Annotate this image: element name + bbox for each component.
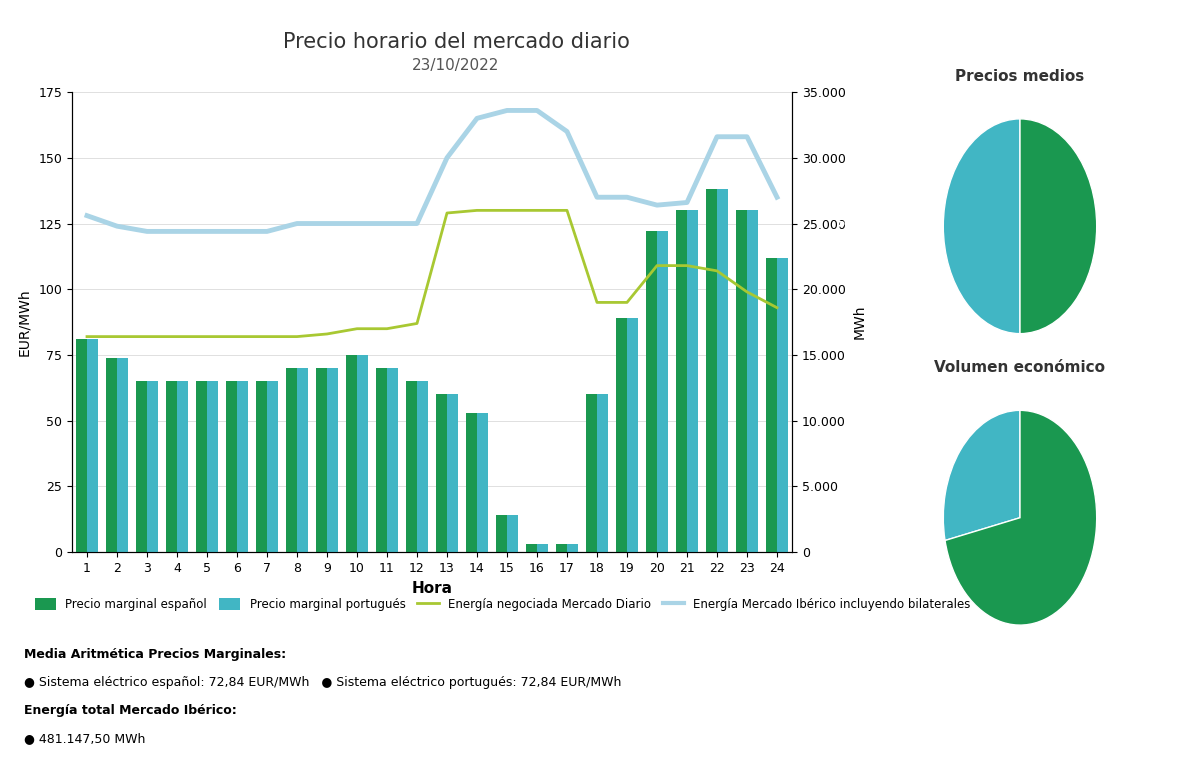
Bar bbox=[346, 355, 358, 552]
Bar bbox=[736, 210, 746, 552]
Bar bbox=[478, 413, 488, 552]
Text: Energía total Mercado Ibérico:: Energía total Mercado Ibérico: bbox=[24, 704, 236, 717]
Text: 23/10/2022: 23/10/2022 bbox=[413, 58, 499, 73]
Bar bbox=[646, 232, 658, 552]
Bar bbox=[508, 515, 518, 552]
Bar bbox=[316, 368, 326, 552]
Wedge shape bbox=[1020, 119, 1097, 334]
Text: Precio horario del mercado diario: Precio horario del mercado diario bbox=[282, 32, 630, 52]
Bar bbox=[436, 394, 446, 552]
Text: Media Aritmética Precios Marginales:: Media Aritmética Precios Marginales: bbox=[24, 648, 286, 661]
Bar bbox=[466, 413, 478, 552]
Bar bbox=[266, 381, 278, 552]
Bar bbox=[556, 545, 566, 552]
Wedge shape bbox=[946, 410, 1097, 625]
Text: ● 481.147,50 MWh: ● 481.147,50 MWh bbox=[24, 732, 145, 746]
Bar bbox=[598, 394, 608, 552]
Bar bbox=[358, 355, 368, 552]
Bar bbox=[166, 381, 178, 552]
Bar bbox=[298, 368, 308, 552]
Bar bbox=[628, 318, 638, 552]
Bar bbox=[706, 189, 716, 552]
Bar bbox=[526, 545, 538, 552]
Title: Volumen económico: Volumen económico bbox=[935, 360, 1105, 375]
Bar bbox=[718, 189, 728, 552]
Wedge shape bbox=[943, 410, 1020, 541]
Bar bbox=[226, 381, 236, 552]
Bar bbox=[256, 381, 266, 552]
Bar bbox=[76, 339, 86, 552]
Bar bbox=[658, 232, 668, 552]
Bar bbox=[118, 357, 128, 552]
Text: ● Sistema eléctrico español: 72,84 EUR/MWh   ● Sistema eléctrico portugués: 72,8: ● Sistema eléctrico español: 72,84 EUR/M… bbox=[24, 676, 622, 690]
Bar bbox=[676, 210, 686, 552]
Title: Precios medios: Precios medios bbox=[955, 69, 1085, 84]
Text: Portugal: 50%: Portugal: 50% bbox=[836, 220, 936, 232]
Bar bbox=[326, 368, 338, 552]
Bar bbox=[538, 545, 548, 552]
Bar bbox=[148, 381, 158, 552]
Bar bbox=[376, 368, 386, 552]
Y-axis label: EUR/MWh: EUR/MWh bbox=[18, 288, 31, 356]
Bar bbox=[106, 357, 116, 552]
Legend: Precio marginal español, Precio marginal portugués, Energía negociada Mercado Di: Precio marginal español, Precio marginal… bbox=[30, 593, 976, 615]
Bar bbox=[778, 258, 788, 552]
Wedge shape bbox=[943, 119, 1020, 334]
Bar bbox=[208, 381, 218, 552]
Bar bbox=[746, 210, 758, 552]
Bar bbox=[178, 381, 188, 552]
Bar bbox=[286, 368, 296, 552]
Text: España: 50%: España: 50% bbox=[1104, 220, 1194, 232]
Bar bbox=[238, 381, 248, 552]
Bar bbox=[136, 381, 148, 552]
Bar bbox=[418, 381, 428, 552]
Bar bbox=[568, 545, 578, 552]
Bar bbox=[766, 258, 778, 552]
Bar bbox=[406, 381, 418, 552]
Y-axis label: MWh: MWh bbox=[852, 305, 866, 339]
Bar bbox=[446, 394, 458, 552]
Text: España: 71.6%: España: 71.6% bbox=[1086, 585, 1189, 598]
Bar bbox=[496, 515, 508, 552]
Bar bbox=[88, 339, 98, 552]
Text: Portugal: 28.4%: Portugal: 28.4% bbox=[841, 437, 954, 450]
Bar bbox=[586, 394, 596, 552]
Bar bbox=[386, 368, 398, 552]
Bar bbox=[196, 381, 206, 552]
Bar bbox=[686, 210, 698, 552]
X-axis label: Hora: Hora bbox=[412, 581, 452, 595]
Bar bbox=[616, 318, 626, 552]
